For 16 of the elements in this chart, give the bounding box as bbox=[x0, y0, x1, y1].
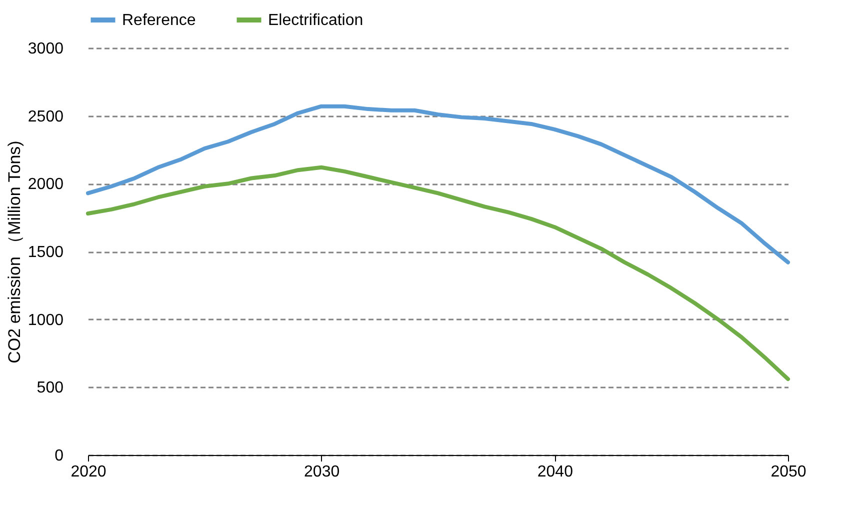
y-tick-label: 2500 bbox=[28, 108, 64, 126]
line-series bbox=[86, 165, 790, 382]
y-tick-label: 500 bbox=[36, 380, 64, 397]
x-tick-label: 2030 bbox=[304, 464, 340, 480]
y-tick-label: 0 bbox=[54, 448, 64, 464]
line-series bbox=[86, 104, 790, 264]
y-tick-label: 1000 bbox=[28, 312, 64, 329]
x-tick-label: 2020 bbox=[70, 464, 106, 480]
legend-label: Reference bbox=[122, 12, 196, 29]
x-tick-label: 2040 bbox=[537, 464, 574, 480]
legend-label: Electrification bbox=[268, 12, 364, 29]
x-tick-label: 2050 bbox=[770, 464, 806, 480]
y-tick-label: 2000 bbox=[28, 176, 64, 194]
y-tick-label: 1500 bbox=[28, 244, 64, 261]
y-axis-title: CO2 emission （Million Tons) bbox=[4, 140, 24, 364]
y-tick-label: 3000 bbox=[28, 40, 64, 58]
